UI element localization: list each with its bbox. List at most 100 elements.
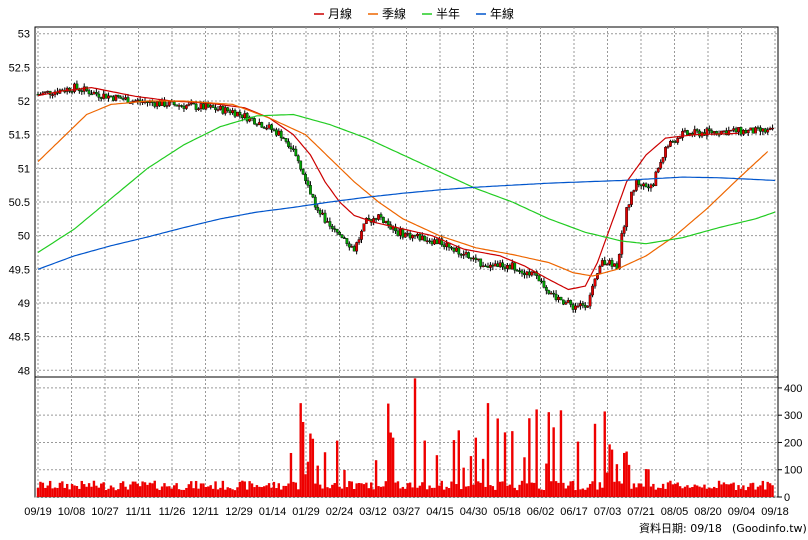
volume-bar xyxy=(562,482,565,497)
volume-bar xyxy=(421,482,424,497)
candle-body xyxy=(262,127,266,129)
volume-bar xyxy=(678,486,682,497)
volume-bar xyxy=(486,403,490,497)
volume-bar xyxy=(506,485,509,497)
volume-bar xyxy=(221,480,225,497)
volume-bar xyxy=(413,378,417,497)
volume-bar xyxy=(700,487,704,497)
candle-body xyxy=(610,260,614,267)
volume-bar xyxy=(224,489,227,497)
volume-bar xyxy=(691,487,694,497)
volume-bar xyxy=(211,488,215,497)
candle-body xyxy=(226,107,230,111)
price-tick-label: 51.5 xyxy=(9,130,30,142)
candle-body xyxy=(754,127,757,134)
candle-body xyxy=(576,305,580,308)
volume-bar xyxy=(401,486,405,497)
volume-bar xyxy=(730,483,733,497)
volume-bar xyxy=(484,486,487,497)
volume-bar xyxy=(545,463,548,497)
volume-bar xyxy=(399,488,402,497)
candle-body xyxy=(712,131,716,134)
candle-body xyxy=(231,110,234,114)
volume-bar xyxy=(569,481,572,497)
volume-bar xyxy=(126,489,130,497)
volume-bar xyxy=(367,488,370,497)
volume-bar xyxy=(637,483,640,497)
candle-body xyxy=(155,101,159,107)
candle-body xyxy=(615,263,619,269)
candle-body xyxy=(467,252,470,259)
volume-bar xyxy=(379,486,383,497)
candle-body xyxy=(734,128,738,133)
volume-bar xyxy=(513,487,516,497)
candle-body xyxy=(471,257,475,260)
candle-body xyxy=(686,130,689,135)
candle-body xyxy=(294,148,298,157)
volume-bar xyxy=(576,441,580,497)
volume-bar xyxy=(73,485,76,497)
volume-bar xyxy=(68,489,71,497)
candle-body xyxy=(741,130,745,135)
volume-bar xyxy=(537,488,541,497)
date-tick-label: 04/15 xyxy=(426,506,454,518)
volume-bar xyxy=(343,469,346,497)
candle-body xyxy=(452,248,456,252)
price-tick-label: 50 xyxy=(18,231,30,243)
volume-bar xyxy=(280,489,283,497)
date-tick-label: 08/20 xyxy=(694,506,722,518)
candle-body xyxy=(442,244,446,248)
volume-bar xyxy=(173,485,176,497)
candle-body xyxy=(591,285,594,296)
volume-bar xyxy=(338,486,341,497)
volume-bar xyxy=(160,486,164,497)
source-site-label: (Goodinfo.tw) xyxy=(732,522,807,535)
candle-body xyxy=(749,127,753,131)
volume-bar xyxy=(552,427,555,497)
candle-body xyxy=(386,220,390,225)
candle-body xyxy=(318,210,322,215)
candle-body xyxy=(153,102,157,107)
candle-body xyxy=(671,140,675,143)
volume-bars xyxy=(36,378,774,497)
candle-body xyxy=(425,240,429,242)
candle-body xyxy=(401,228,405,238)
candle-body xyxy=(681,130,684,138)
volume-bar xyxy=(53,487,57,497)
volume-tick-label: 200 xyxy=(784,437,802,449)
volume-bar xyxy=(727,484,730,497)
candle-body xyxy=(433,239,436,245)
volume-bar xyxy=(411,487,414,497)
candle-body xyxy=(219,106,222,110)
volume-bar xyxy=(455,484,458,497)
volume-bar xyxy=(491,486,495,497)
volume-bar xyxy=(686,485,689,497)
candle-body xyxy=(683,130,687,132)
volume-bar xyxy=(659,488,662,497)
volume-bar xyxy=(744,490,748,497)
candle-body xyxy=(92,92,96,95)
volume-bar xyxy=(511,431,514,497)
volume-bar xyxy=(603,411,606,497)
candle-body xyxy=(630,191,633,205)
price-tick-label: 51 xyxy=(18,163,30,175)
volume-bar xyxy=(734,489,738,497)
candle-body xyxy=(639,184,643,187)
candle-body xyxy=(729,129,733,132)
candle-body xyxy=(450,247,453,249)
volume-bar xyxy=(652,483,655,497)
volume-bar xyxy=(742,485,745,497)
volume-tick-label: 400 xyxy=(784,383,802,395)
volume-bar xyxy=(292,481,295,497)
date-tick-label: 10/08 xyxy=(58,506,86,518)
volume-bar xyxy=(265,485,268,497)
volume-bar xyxy=(501,481,504,497)
candle-body xyxy=(333,228,337,230)
candle-body xyxy=(547,290,551,294)
candle-body xyxy=(255,123,259,126)
candle-body xyxy=(201,103,205,110)
volume-bar xyxy=(360,483,363,497)
date-tick-label: 10/27 xyxy=(91,506,119,518)
candle-body xyxy=(187,103,191,106)
